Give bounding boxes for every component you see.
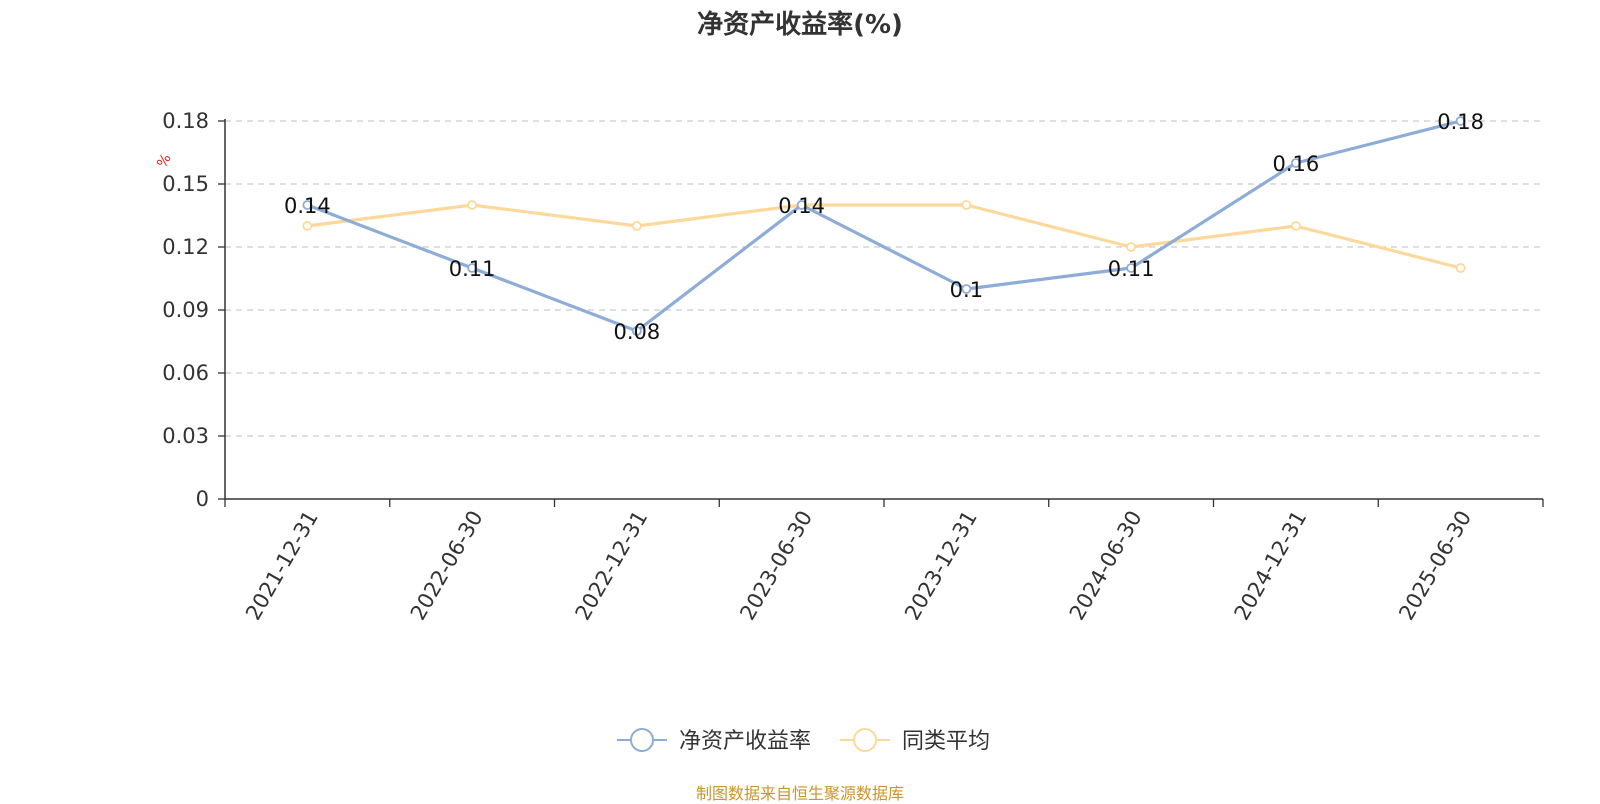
data-point: [796, 200, 807, 210]
y-tick-label: 0.06: [162, 361, 209, 385]
data-label: 0.14: [284, 194, 331, 218]
y-tick-label: 0.12: [162, 235, 209, 259]
chart-title: 净资产收益率(%): [697, 10, 903, 40]
data-point: [1290, 221, 1301, 231]
legend-item: 净资产收益率: [617, 728, 811, 754]
data-point: [467, 263, 478, 273]
x-tick-label: 2024-06-30: [1065, 507, 1147, 625]
data-label: 0.11: [1108, 257, 1155, 281]
y-axis-label: %: [154, 151, 175, 171]
x-tick-label: 2021-12-31: [241, 507, 323, 625]
y-tick-label: 0: [196, 487, 209, 511]
x-tick-label: 2022-12-31: [571, 507, 653, 625]
x-tick-label: 2022-06-30: [406, 507, 488, 625]
gridlines: [225, 120, 1543, 437]
data-point: [961, 200, 972, 210]
legend-circle-marker: [853, 728, 877, 752]
axes: 0 0.03 0.06 0.09 0.12 0.15 0.18% 2021-12-31 2022…: [154, 109, 1544, 625]
data-point: [1290, 158, 1301, 168]
data-point: [1455, 116, 1466, 126]
legend-item: 同类平均: [840, 728, 990, 754]
x-tick-label: 2023-12-31: [900, 507, 982, 625]
data-point: [961, 284, 972, 294]
series-line: [306, 119, 1462, 333]
legend: 净资产收益率 同类平均: [617, 728, 990, 754]
data-point: [1455, 263, 1466, 273]
data-label: 0.18: [1437, 110, 1484, 134]
data-point: [302, 221, 313, 231]
legend-circle-marker: [630, 728, 654, 752]
data-label: 0.08: [613, 320, 660, 344]
y-tick-label: 0.15: [162, 172, 209, 196]
y-tick-label: 0.18: [162, 109, 209, 133]
data-point: [302, 200, 313, 210]
legend-label: 净资产收益率: [679, 729, 811, 754]
line-chart: 0 0.03 0.06 0.09 0.12 0.15 0.18% 2021-12-31 2022…: [154, 109, 1544, 754]
y-tick-label: 0.03: [162, 424, 209, 448]
data-point: [467, 200, 478, 210]
series-line: [307, 203, 1462, 270]
data-label: 0.11: [449, 257, 496, 281]
data-point: [631, 221, 642, 231]
data-label: 0.14: [778, 194, 825, 218]
x-tick-label: 2023-06-30: [735, 507, 817, 625]
x-tick-label: 2025-06-30: [1394, 507, 1476, 625]
data-point: [631, 326, 642, 336]
data-point: [1126, 242, 1137, 252]
data-source-note: 制图数据来自恒生聚源数据库: [695, 784, 904, 803]
legend-label: 同类平均: [902, 729, 990, 754]
y-tick-label: 0.09: [162, 298, 209, 322]
data-label: 0.1: [950, 278, 983, 302]
data-labels: 0.14 0.11 0.08 0.14 0.1 0.11 0.16 0.18: [284, 110, 1484, 344]
series: [302, 116, 1466, 336]
x-tick-label: 2024-12-31: [1230, 507, 1312, 625]
data-point: [1126, 263, 1137, 273]
data-label: 0.16: [1272, 152, 1319, 176]
